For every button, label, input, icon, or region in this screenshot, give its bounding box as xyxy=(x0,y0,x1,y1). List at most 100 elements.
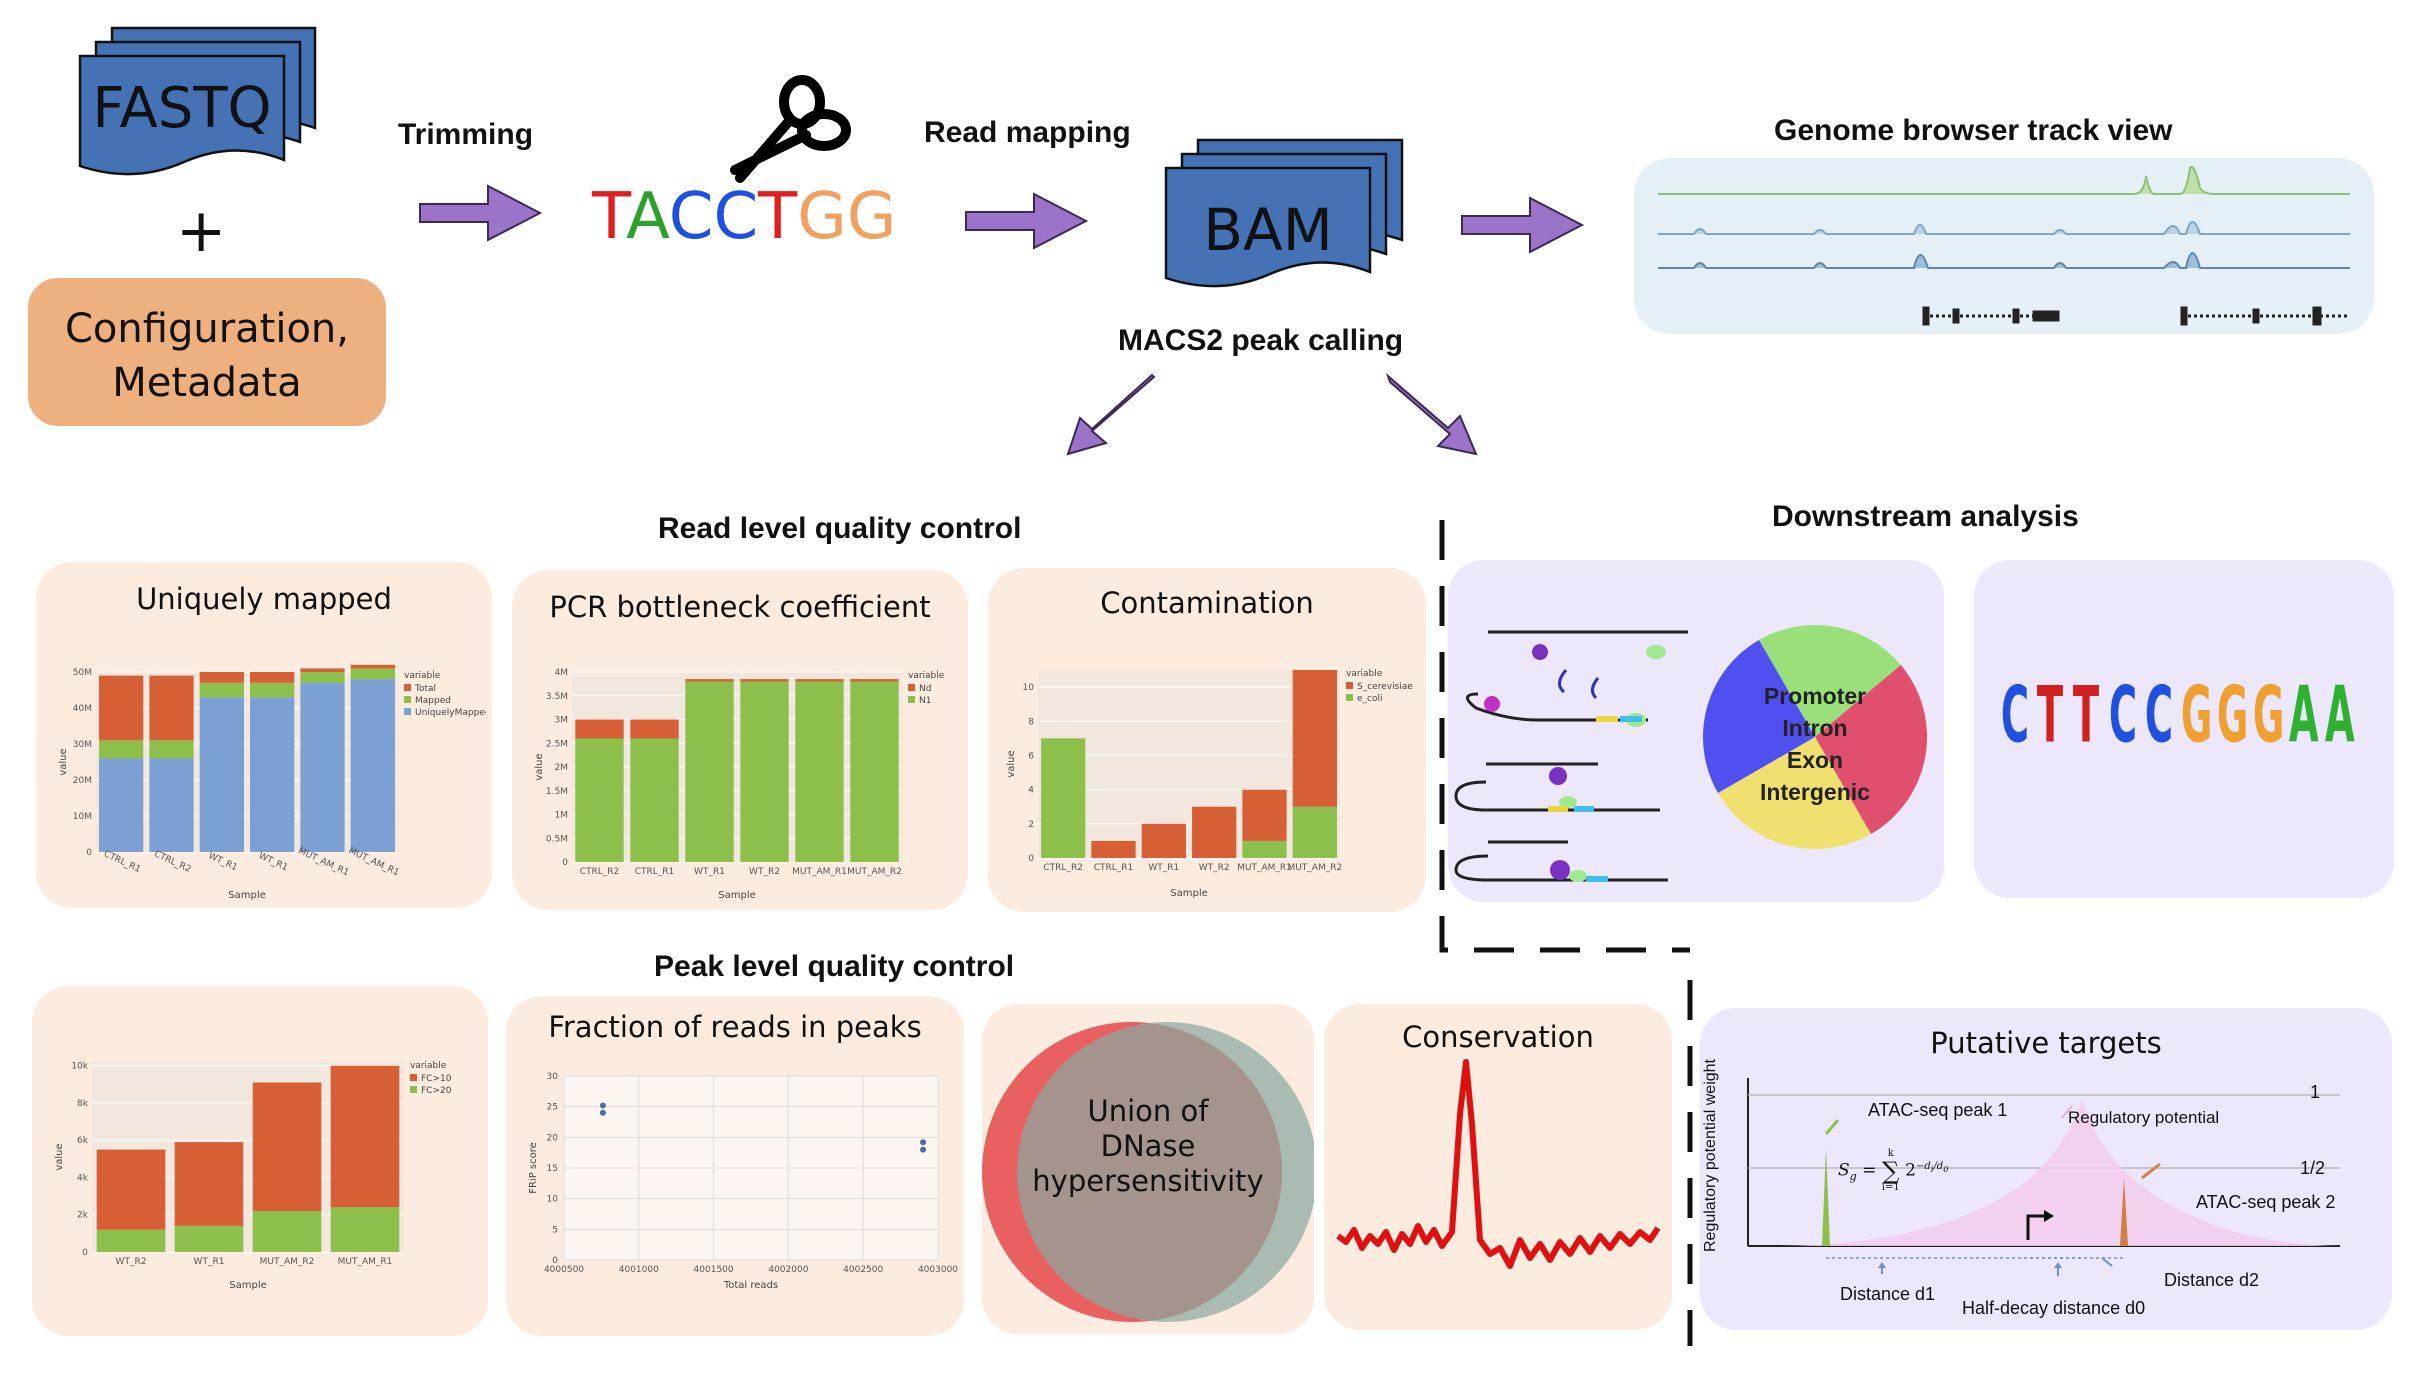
macs2-label: MACS2 peak calling xyxy=(1118,324,1404,357)
x-axis-label: Sample xyxy=(229,1280,267,1291)
genome-browser-label: Genome browser track view xyxy=(1774,114,2173,147)
pipeline-canvas xyxy=(78,26,1585,456)
bar xyxy=(1091,840,1136,858)
sequence-letter: C xyxy=(713,180,759,254)
legend-title: variable xyxy=(410,1061,447,1071)
bar xyxy=(199,672,244,683)
config-line2: Metadata xyxy=(112,360,302,406)
half-decay-label: Half-decay distance d0 xyxy=(1962,1298,2146,1318)
motif-letter: G xyxy=(2216,668,2249,761)
y-tick-label: 10k xyxy=(71,1062,88,1072)
bar xyxy=(330,1207,400,1252)
y-tick-label: 8 xyxy=(1028,717,1034,727)
regulatory-formula: Sg = k ∑ i=1 2−di/d0 xyxy=(1838,1148,1949,1193)
trimming-label: Trimming xyxy=(398,118,534,151)
y-tick-label: 0.5M xyxy=(546,834,568,844)
x-axis-label: Sample xyxy=(228,890,266,901)
motif-letter: C xyxy=(2144,668,2174,761)
sequence-letter: G xyxy=(797,180,847,254)
bar xyxy=(300,682,345,852)
y-axis-label: value xyxy=(1006,750,1017,777)
legend-swatch xyxy=(404,696,411,703)
motif-letter: A xyxy=(2324,668,2355,761)
y-tick-label: 6k xyxy=(77,1136,89,1146)
motif-letter: G xyxy=(2180,668,2213,761)
y-tick-label: 2 xyxy=(1028,820,1034,830)
y-tick-label: 4M xyxy=(555,668,569,678)
pie-slice xyxy=(1703,640,1815,793)
plot-area xyxy=(1038,670,1340,858)
bar xyxy=(250,682,295,698)
contamination-title: Contamination xyxy=(1100,586,1314,620)
bar xyxy=(99,740,144,759)
x-tick-label: CTRL_R1 xyxy=(1094,863,1134,873)
y-tick-label: 20M xyxy=(73,776,92,786)
contamination-chart: 0 2 4 6 8 10 CTRL_R2 CTRL_R1 WT_R1 WT_R2 MUT_AM_R1… xyxy=(1006,669,1413,899)
legend-label: UniquelyMapped xyxy=(415,708,486,718)
bar xyxy=(1292,806,1337,858)
pie-slice xyxy=(1815,665,1927,834)
atac-diagram xyxy=(1454,630,1688,882)
peaks-panel: 0 2k 4k 6k 8k 10k WT_R2 WT_R1 MUT_AM_R2 MUT_AM_R1… xyxy=(32,986,488,1336)
bar xyxy=(350,679,395,852)
pie-slice xyxy=(1718,737,1871,849)
y-tick-label: 3M xyxy=(555,716,569,726)
x-tick-label: 4003000 xyxy=(918,1265,958,1275)
peak-qc-section-title: Peak level quality control xyxy=(654,950,1015,983)
peaks-chart: 0 2k 4k 6k 8k 10k WT_R2 WT_R1 MUT_AM_R2 MUT_AM_R1… xyxy=(54,1061,452,1291)
legend-swatch xyxy=(410,1086,417,1093)
conservation-title: Conservation xyxy=(1402,1020,1594,1054)
bar xyxy=(1242,840,1287,858)
x-tick-label: WT_R1 xyxy=(194,1257,225,1267)
x-tick-label: MUT_AM_R1 xyxy=(1237,863,1292,873)
bar xyxy=(252,1211,322,1252)
conservation-panel: Conservation xyxy=(1324,1004,1672,1330)
legend-label: Nd xyxy=(919,684,931,694)
legend-swatch xyxy=(1346,682,1353,689)
y-tick-label: 10M xyxy=(73,812,92,822)
x-tick-label: MUT_AM_R2 xyxy=(1287,863,1342,873)
venn-line2: DNase xyxy=(1100,1129,1196,1163)
motif-letter: T xyxy=(2036,668,2064,761)
y-tick-label: 4k xyxy=(77,1173,89,1183)
bar xyxy=(850,679,899,682)
x-tick-label: WT_R2 xyxy=(116,1257,147,1267)
legend-label: e_coli xyxy=(1357,694,1383,704)
uniquely-mapped-title: Uniquely mapped xyxy=(136,582,392,616)
x-tick-label: MUT_AM_R2 xyxy=(260,1257,315,1267)
arrow-read-mapping xyxy=(965,192,1089,250)
x-tick-label: MUT_AM_R1 xyxy=(792,867,847,877)
plus-sign: + xyxy=(176,196,227,266)
annotation-panel: Promoter Intron Exon Intergenic xyxy=(1448,560,1944,902)
regulatory-potential-plot xyxy=(1747,1078,2340,1276)
x-tick-label: WT_R1 xyxy=(257,851,289,873)
pcr-bottleneck-chart: 0 0.5M 1M 1.5M 2M 2.5M 3M 3.5M 4M CTRL_R2 CTRL_R1 W… xyxy=(534,668,945,901)
y-tick-label: 5 xyxy=(552,1225,558,1235)
bar xyxy=(630,738,679,862)
venn-diagram xyxy=(982,1022,1314,1322)
conservation-track xyxy=(1336,1059,1661,1269)
sequence-letter: T xyxy=(758,180,798,254)
x-tick-label: WT_R1 xyxy=(694,867,725,877)
bar xyxy=(1292,670,1337,807)
legend-swatch xyxy=(908,684,915,691)
bar xyxy=(685,679,734,682)
sequence-letter: G xyxy=(846,180,897,254)
bar xyxy=(174,1142,244,1226)
x-tick-label: 4001000 xyxy=(619,1265,659,1275)
legend-title: variable xyxy=(404,671,441,681)
bar xyxy=(740,679,789,682)
legend-label: N1 xyxy=(919,696,931,706)
bar xyxy=(99,675,144,741)
fastq-label: FASTQ xyxy=(92,76,272,141)
y-axis-label: value xyxy=(534,753,545,780)
atac-peak1-label: ATAC-seq peak 1 xyxy=(1868,1100,2008,1120)
pie-label-promoter: Promoter xyxy=(1763,683,1867,709)
legend-label: FC>10 xyxy=(421,1074,452,1084)
sequence-letter: T xyxy=(592,180,627,254)
arrow-to-downstream xyxy=(1385,372,1478,456)
x-tick-label: 4002500 xyxy=(843,1265,883,1275)
bar xyxy=(96,1229,166,1252)
y-tick-label: 0 xyxy=(562,858,568,868)
genome-browser-panel xyxy=(1634,158,2374,334)
